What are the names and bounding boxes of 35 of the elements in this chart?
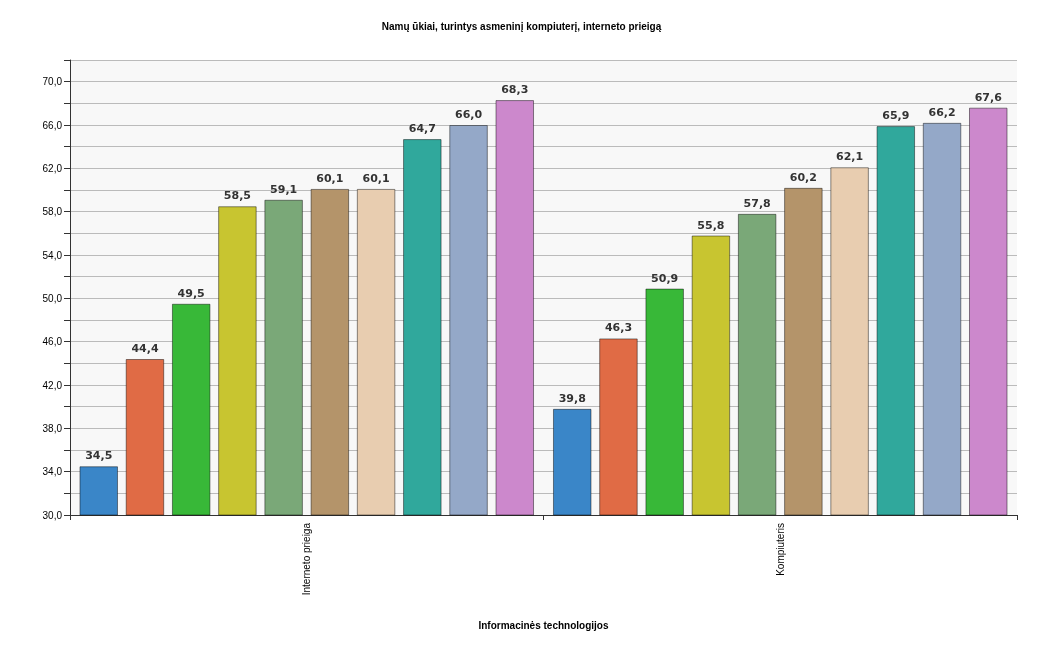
data-label: 57,8 <box>743 196 771 210</box>
data-label: 46,3 <box>604 321 633 335</box>
data-label: 60,2 <box>789 170 817 184</box>
data-label: 59,1 <box>270 182 298 196</box>
y-tick-label: 62,0 <box>42 162 63 174</box>
x-axis-title: Informacinės technologijos <box>478 619 609 631</box>
data-label: 66,2 <box>928 105 956 119</box>
y-tick-label: 66,0 <box>42 119 63 131</box>
y-tick-label: 46,0 <box>42 336 63 348</box>
data-label: 66,0 <box>454 108 483 121</box>
data-label: 39,8 <box>558 391 586 405</box>
data-label: 60,1 <box>316 171 344 185</box>
data-label: 50,9 <box>651 271 679 285</box>
data-label: 65,9 <box>882 109 910 123</box>
y-tick-label: 50,0 <box>42 292 63 304</box>
x-tick-label: Interneto prieiga <box>301 522 313 596</box>
y-tick-label: 70,0 <box>42 76 63 88</box>
data-label: 34,5 <box>85 449 113 463</box>
y-tick-label: 42,0 <box>42 379 63 391</box>
y-tick-label: 30,0 <box>42 509 63 521</box>
y-tick-label: 58,0 <box>42 206 63 218</box>
y-tick-label: 54,0 <box>42 249 63 261</box>
data-label: 58,5 <box>223 189 251 203</box>
data-label: 60,1 <box>362 171 390 185</box>
data-label: 49,5 <box>177 286 205 300</box>
data-label: 62,1 <box>836 150 864 164</box>
chart-title: Namų ūkiai, turintys asmeninį kompiuterį, interneto prieigą <box>381 20 662 32</box>
data-label: 64,7 <box>408 122 436 136</box>
x-tick-label: Kompiuteris <box>774 523 786 576</box>
data-label: 68,3 <box>501 83 529 97</box>
data-label: 67,6 <box>974 90 1003 104</box>
y-tick-label: 34,0 <box>42 466 63 478</box>
y-tick-label: 38,0 <box>42 422 63 434</box>
data-label: 44,4 <box>131 342 159 355</box>
data-label: 55,8 <box>697 218 725 232</box>
